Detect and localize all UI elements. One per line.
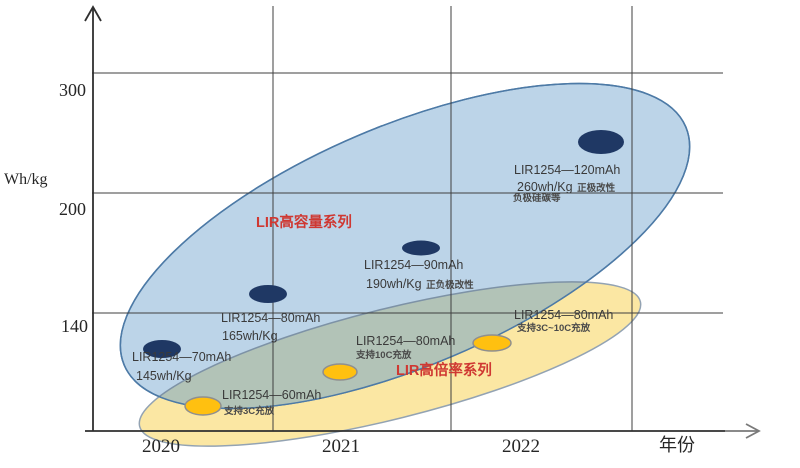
x-axis-title: 年份 xyxy=(659,435,695,455)
point-spec-90mah-line: 190wh/Kg 正负极改性 xyxy=(366,275,474,293)
point-note-80mah-3c10c: 支持3C~10C充放 xyxy=(517,323,591,334)
series-label-capacity: LIR高容量系列 xyxy=(256,215,352,231)
capacity-ellipse-outline xyxy=(119,82,691,410)
x-tick-2022: 2022 xyxy=(502,436,540,457)
y-tick-140: 140 xyxy=(61,316,88,336)
point-note-80mah-10c: 支持10C充放 xyxy=(356,350,412,361)
gridlines xyxy=(92,6,723,431)
data-point-80mah-capacity xyxy=(249,285,287,303)
x-tick-2021: 2021 xyxy=(322,436,360,457)
data-point-80mah-10c xyxy=(322,363,358,381)
y-tick-300: 300 xyxy=(59,80,86,100)
axes xyxy=(84,5,725,432)
data-point-120mah xyxy=(578,130,624,154)
data-point-60mah xyxy=(184,396,222,416)
point-spec-120mah: 260wh/Kg xyxy=(517,180,573,194)
y-axis-unit: Wh/kg xyxy=(4,171,48,188)
series-label-rate: LIR高倍率系列 xyxy=(396,363,492,379)
data-point-70mah xyxy=(143,340,181,358)
x-axis-arrow-segment xyxy=(725,423,761,439)
data-point-80mah-3c10c xyxy=(472,334,512,352)
point-note-60mah: 支持3C充放 xyxy=(224,406,275,417)
y-axis-arrow-icon xyxy=(84,5,102,22)
point-note2-120mah: 负极硅碳等 xyxy=(513,193,561,204)
point-label-80mah-3c10c: LIR1254—80mAh xyxy=(514,308,614,322)
point-label-70mah: LIR1254—70mAh xyxy=(132,350,232,364)
point-label-80mah-10c: LIR1254—80mAh xyxy=(356,334,456,348)
y-tick-200: 200 xyxy=(59,199,86,219)
x-axis-arrow-icon xyxy=(745,423,761,439)
point-label-60mah: LIR1254—60mAh xyxy=(222,388,322,402)
point-note-120mah: 正极改性 xyxy=(577,183,616,194)
point-spec-120mah-line: 260wh/Kg 正极改性 xyxy=(517,178,615,196)
point-spec-80mah-capacity: 165wh/Kg xyxy=(222,329,278,343)
point-label-120mah: LIR1254—120mAh xyxy=(514,163,621,177)
point-label-80mah-capacity: LIR1254—80mAh xyxy=(221,311,321,325)
point-label-90mah: LIR1254—90mAh xyxy=(364,258,464,272)
point-spec-90mah: 190wh/Kg xyxy=(366,277,422,291)
data-point-90mah xyxy=(402,240,440,256)
x-tick-2020: 2020 xyxy=(142,436,180,457)
point-note-90mah: 正负极改性 xyxy=(426,280,474,291)
point-spec-70mah: 145wh/Kg xyxy=(136,369,192,383)
